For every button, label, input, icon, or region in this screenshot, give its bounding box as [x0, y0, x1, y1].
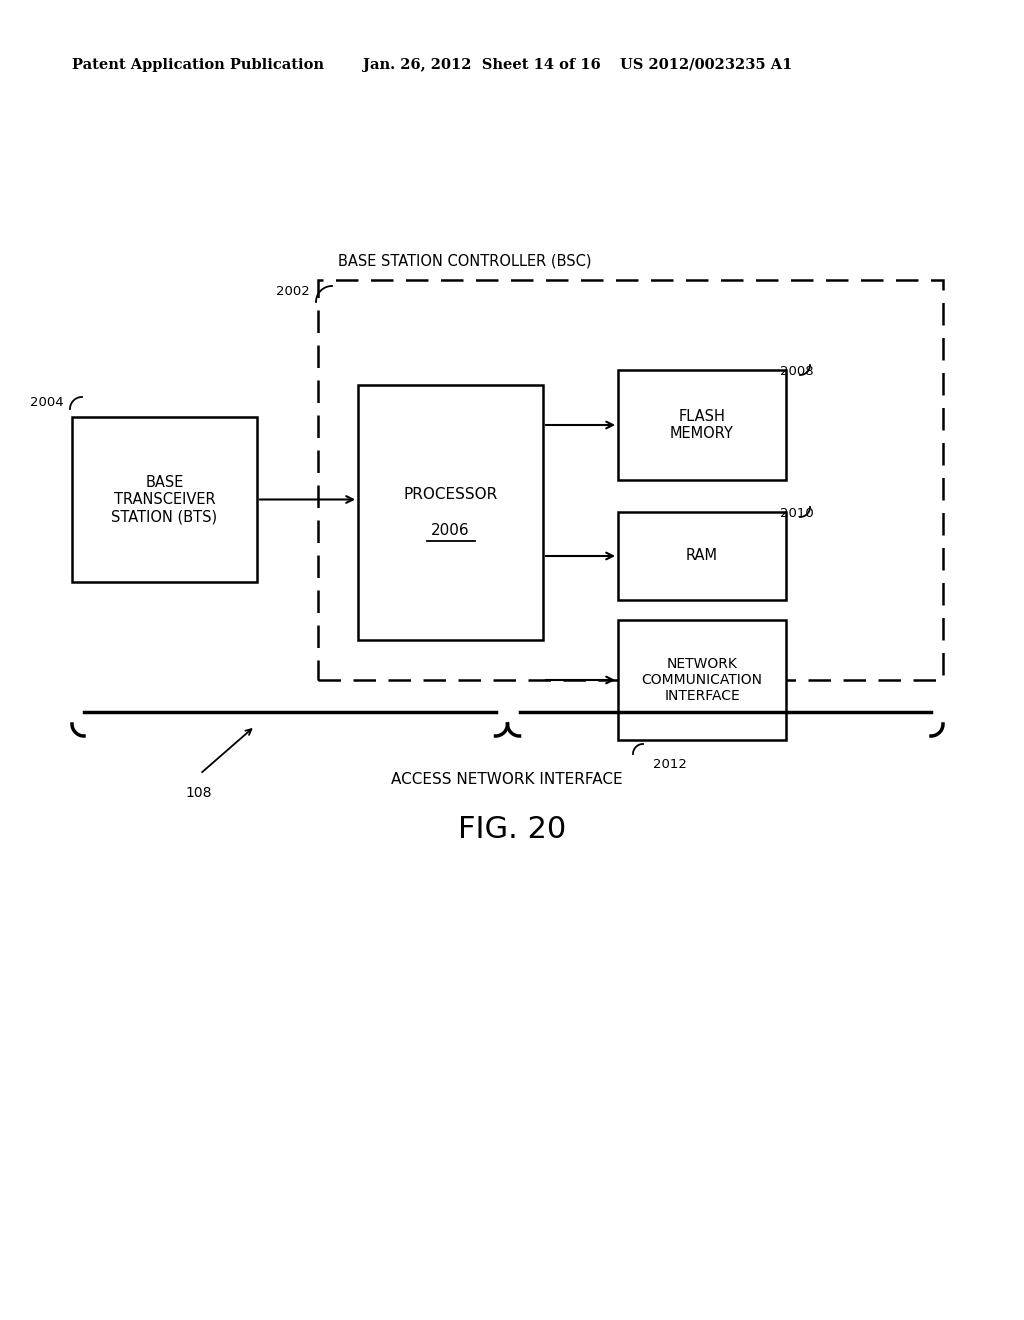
Text: RAM: RAM — [686, 549, 718, 564]
Text: 2006: 2006 — [431, 523, 470, 539]
Bar — [72, 417, 257, 582]
Text: Jan. 26, 2012  Sheet 14 of 16: Jan. 26, 2012 Sheet 14 of 16 — [362, 58, 601, 73]
Text: PROCESSOR: PROCESSOR — [403, 487, 498, 502]
Text: 2010: 2010 — [780, 507, 814, 520]
Text: 2002: 2002 — [276, 285, 310, 298]
Bar — [618, 512, 786, 601]
Bar — [618, 370, 786, 480]
Bar — [618, 620, 786, 741]
Text: NETWORK
COMMUNICATION
INTERFACE: NETWORK COMMUNICATION INTERFACE — [641, 657, 763, 704]
Text: 2004: 2004 — [31, 396, 63, 409]
Text: 2012: 2012 — [653, 758, 687, 771]
Text: FLASH
MEMORY: FLASH MEMORY — [670, 409, 734, 441]
Text: BASE
TRANSCEIVER
STATION (BTS): BASE TRANSCEIVER STATION (BTS) — [112, 475, 217, 524]
Bar — [358, 385, 543, 640]
Text: 108: 108 — [185, 785, 212, 800]
Text: 2008: 2008 — [780, 366, 814, 378]
Text: FIG. 20: FIG. 20 — [458, 816, 566, 845]
Text: Patent Application Publication: Patent Application Publication — [72, 58, 324, 73]
Text: BASE STATION CONTROLLER (BSC): BASE STATION CONTROLLER (BSC) — [338, 253, 592, 268]
Bar — [318, 280, 943, 680]
Text: US 2012/0023235 A1: US 2012/0023235 A1 — [620, 58, 793, 73]
Text: ACCESS NETWORK INTERFACE: ACCESS NETWORK INTERFACE — [391, 772, 623, 788]
